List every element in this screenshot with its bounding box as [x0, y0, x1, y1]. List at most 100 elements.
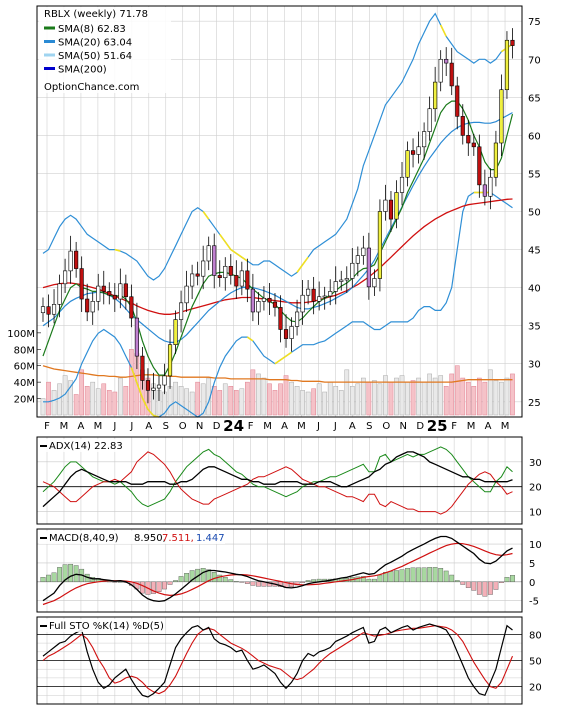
macd-histogram-bar: [68, 563, 74, 583]
adx-tick-label: 20: [529, 483, 542, 494]
macd-histogram-bar: [167, 581, 173, 585]
price-tick-label: 75: [528, 17, 541, 28]
macd-histogram-bar: [178, 576, 184, 583]
upper-bollinger-band: [42, 12, 513, 281]
macd-histogram-bar: [465, 581, 471, 588]
sto-tick-label: 80: [529, 630, 542, 641]
candle-body: [449, 62, 454, 87]
volume-bar: [300, 390, 305, 416]
candle-body: [466, 135, 471, 144]
volume-bar: [184, 388, 189, 416]
candle-body: [245, 270, 250, 290]
upper-band-highlight: [202, 211, 210, 220]
volume-bar: [278, 383, 283, 416]
volume-bar: [460, 377, 466, 416]
volume-tick-label: 20M: [14, 395, 35, 406]
macd-tick-label: -5: [529, 597, 539, 608]
upper-band-highlight: [439, 24, 447, 37]
volume-tick-label: 80M: [14, 345, 35, 356]
macd-tick-label: 10: [529, 540, 542, 551]
macd-histogram-bar: [311, 579, 317, 583]
macd-histogram-bar: [200, 568, 206, 583]
volume-bar: [239, 388, 245, 416]
candle-body: [306, 288, 311, 296]
candle-body: [410, 150, 416, 155]
volume-bar: [211, 386, 217, 416]
macd-histogram-bar: [405, 568, 410, 583]
x-tick-label: F: [248, 421, 254, 432]
volume-bar: [427, 373, 432, 416]
sto-panel-frame: [36, 616, 523, 705]
candle-body: [167, 344, 173, 377]
macd-histogram-bar: [443, 570, 449, 583]
volume-bar: [200, 383, 206, 416]
candle-body: [482, 184, 487, 197]
candle-body: [311, 288, 316, 302]
macd-label-bg: [39, 531, 225, 544]
volume-bar: [123, 386, 129, 416]
x-tick-label: M: [297, 421, 306, 432]
volume-bar: [217, 390, 223, 416]
macd-histogram-bar: [162, 581, 167, 590]
candle-body: [261, 297, 266, 302]
macd-signal-value: 7.511,: [162, 533, 194, 544]
volume-bar: [372, 380, 377, 416]
candle-body: [51, 304, 57, 315]
candle-body: [422, 131, 427, 148]
macd-histogram-bar: [454, 580, 460, 583]
macd-tick-label: 0: [529, 578, 535, 589]
legend-entry: SMA(20) 63.04: [58, 38, 132, 49]
volume-bar: [438, 375, 444, 416]
candle-body: [134, 317, 139, 357]
adx-label: ADX(14) 22.83: [49, 441, 123, 452]
candle-body: [195, 273, 200, 277]
volume-bar: [267, 383, 272, 416]
candle-body: [295, 311, 300, 327]
volume-bar: [493, 380, 499, 416]
candle-body: [278, 307, 283, 330]
x-tick-label: S: [366, 421, 372, 432]
watermark-text: OptionChance.com: [44, 82, 139, 93]
candle-body: [289, 326, 294, 339]
candle-body: [366, 247, 371, 288]
x-tick-label: J: [129, 421, 133, 432]
macd-histogram-bar: [438, 568, 444, 583]
candle-body: [74, 250, 79, 269]
candle-body: [129, 296, 134, 319]
x-tick-label: A: [485, 421, 492, 432]
volume-bar: [167, 386, 173, 416]
volume-bar: [283, 375, 289, 416]
volume-bar: [233, 390, 239, 416]
price-tick-label: 60: [528, 131, 541, 142]
macd-panel-frame: [36, 528, 523, 613]
candle-body: [162, 375, 167, 386]
volume-bar: [79, 369, 85, 416]
candle-body: [317, 296, 322, 302]
volume-bar: [383, 375, 388, 416]
candle-body: [223, 265, 228, 279]
volume-bar: [173, 381, 178, 416]
price-tick-label: 45: [528, 246, 541, 257]
macd-histogram-bar: [482, 581, 488, 597]
candle-body: [350, 262, 355, 279]
candle-body: [79, 268, 84, 300]
macd-histogram-bar: [460, 581, 466, 585]
candle-body: [383, 199, 388, 212]
lower-band-highlight: [274, 359, 281, 365]
candle-body: [267, 297, 272, 303]
volume-bar: [90, 381, 96, 416]
volume-bar: [338, 390, 344, 416]
upper-band-highlight: [241, 256, 248, 262]
volume-bar: [222, 383, 228, 416]
macd-histogram-bar: [51, 572, 57, 583]
volume-bar: [129, 349, 134, 416]
macd-histogram-bar: [510, 575, 515, 583]
macd-histogram-value: 1.447: [196, 533, 225, 544]
upper-band-highlight: [301, 256, 309, 266]
macd-histogram-bar: [388, 571, 394, 583]
macd-histogram-bar: [222, 577, 228, 583]
candle-body: [118, 283, 123, 300]
x-tick-label: M: [94, 421, 103, 432]
legend-box: [39, 7, 171, 93]
